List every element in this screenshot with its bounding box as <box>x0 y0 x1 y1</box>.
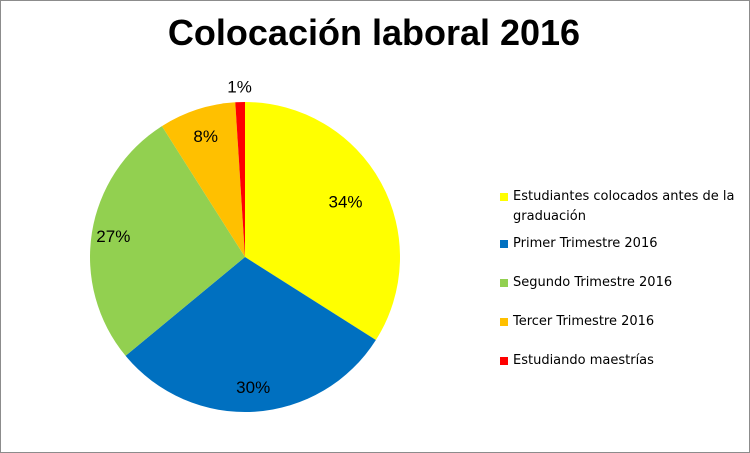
slice-maestrias <box>235 102 245 257</box>
legend-swatch <box>500 279 508 287</box>
chart-title: Colocación laboral 2016 <box>167 12 581 53</box>
slice-tercer-trimestre <box>161 102 245 257</box>
slice-segundo-trimestre <box>90 126 245 356</box>
legend-label: Estudiantes colocados antes de la gradua… <box>513 189 735 224</box>
legend: Estudiantes colocados antes de la gradua… <box>500 187 745 371</box>
slice-colocados <box>245 102 400 341</box>
legend-item: Tercer Trimestre 2016 <box>500 312 745 332</box>
legend-swatch <box>500 240 508 248</box>
legend-item: Estudiando maestrías <box>500 351 745 371</box>
slice-primer-trimestre <box>125 257 376 412</box>
legend-label: Estudiando maestrías <box>513 353 654 368</box>
data-label: 30% <box>236 378 270 397</box>
legend-swatch <box>500 318 508 326</box>
legend-swatch <box>500 357 508 365</box>
data-label: 8% <box>193 127 218 146</box>
legend-item: Primer Trimestre 2016 <box>500 234 745 254</box>
data-label: 27% <box>96 227 130 246</box>
legend-item: Segundo Trimestre 2016 <box>500 273 745 293</box>
legend-label: Tercer Trimestre 2016 <box>513 314 655 329</box>
legend-label: Primer Trimestre 2016 <box>513 236 658 251</box>
legend-item: Estudiantes colocados antes de la gradua… <box>500 187 745 227</box>
legend-label: Segundo Trimestre 2016 <box>513 275 673 290</box>
legend-swatch <box>500 193 508 201</box>
data-label: 1% <box>227 78 252 97</box>
data-label: 34% <box>328 193 362 212</box>
